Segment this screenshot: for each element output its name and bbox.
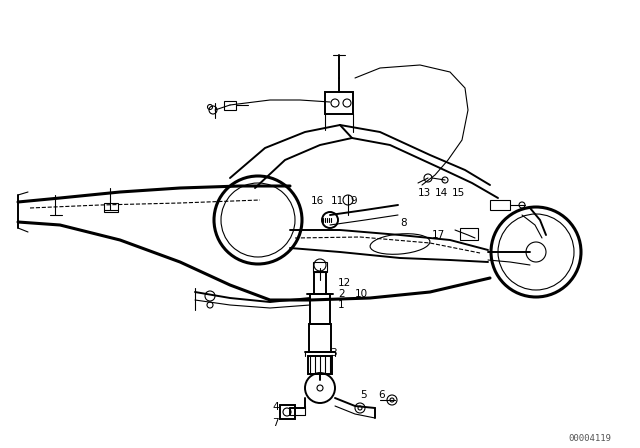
Bar: [309, 324, 331, 352]
Text: 2: 2: [338, 289, 344, 299]
Text: 8: 8: [400, 218, 406, 228]
Bar: [490, 200, 510, 210]
Bar: [460, 228, 478, 240]
Text: 13: 13: [418, 188, 431, 198]
Bar: [310, 294, 330, 324]
Bar: [224, 101, 236, 110]
Text: 9: 9: [350, 196, 356, 206]
Bar: [280, 405, 295, 419]
Text: 1: 1: [338, 300, 344, 310]
Text: 12: 12: [338, 278, 351, 288]
Text: 5: 5: [360, 390, 367, 400]
Bar: [308, 356, 332, 374]
Bar: [314, 272, 326, 294]
Text: 14: 14: [435, 188, 448, 198]
Bar: [104, 203, 118, 212]
Text: 4: 4: [272, 402, 278, 412]
Text: 6: 6: [378, 390, 385, 400]
Bar: [313, 262, 327, 272]
Text: 00004119: 00004119: [568, 434, 611, 443]
Text: 17: 17: [432, 230, 445, 240]
Bar: [325, 92, 353, 114]
Text: 7: 7: [272, 418, 278, 428]
Text: 15: 15: [452, 188, 465, 198]
Text: 10: 10: [355, 289, 368, 299]
Text: 3: 3: [330, 348, 337, 358]
Text: 16: 16: [311, 196, 324, 206]
Text: 11: 11: [331, 196, 344, 206]
